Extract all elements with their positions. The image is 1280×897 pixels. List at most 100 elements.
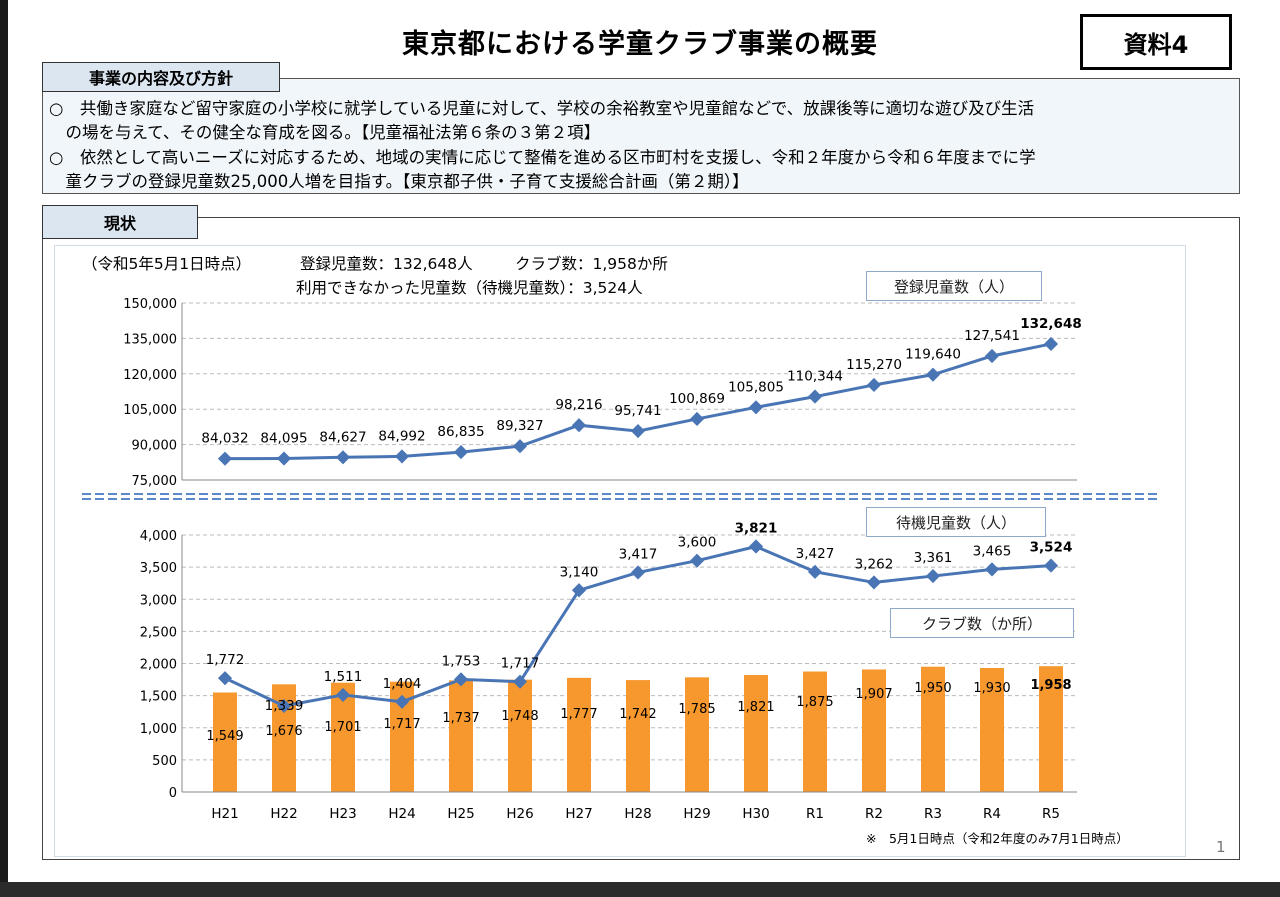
registered-data-label: 89,327 (496, 418, 543, 434)
club-data-label: 1,676 (265, 724, 302, 739)
registered-data-label: 119,640 (905, 347, 961, 363)
club-data-label: 1,717 (383, 717, 420, 732)
registered-data-label: 115,270 (846, 357, 902, 373)
waitlist-data-label: 3,361 (914, 550, 953, 566)
club-data-label: 1,930 (973, 681, 1010, 696)
waitlist-point (866, 575, 882, 590)
club-data-label: 1,777 (560, 707, 597, 722)
policy-bullet-1-line-2: の場を与えて、その健全な育成を図る。【児童福祉法第６条の３第２項】 (49, 123, 601, 142)
club-data-label: 1,742 (619, 707, 656, 722)
policy-box: ○ 共働き家庭など留守家庭の小学校に就学している児童に対して、学校の余裕教室や児… (42, 78, 1240, 194)
x-category-label: H28 (624, 806, 651, 822)
x-category-label: H23 (329, 806, 356, 822)
waitlist-point (1043, 558, 1059, 573)
x-category-label: H30 (742, 806, 769, 822)
waitlist-data-label: 3,427 (796, 546, 835, 562)
club-data-label: 1,549 (206, 729, 243, 744)
waitlist-point (984, 562, 1000, 577)
x-category-label: H25 (447, 806, 474, 822)
bottom-y-tick-label: 3,000 (140, 593, 177, 608)
legend-waitlist: 待機児童数（人） (866, 507, 1046, 537)
registered-point (925, 367, 941, 382)
club-bar (803, 671, 827, 792)
registered-data-label: 84,627 (319, 429, 366, 445)
club-bar (626, 680, 650, 792)
registered-point (571, 418, 587, 433)
page-number: 1 (1216, 838, 1226, 856)
top-y-tick-label: 75,000 (132, 474, 178, 489)
waitlist-point (276, 698, 292, 714)
club-bar (744, 675, 768, 792)
x-category-label: R3 (924, 806, 942, 822)
waitlist-point (394, 694, 410, 709)
left-edge-bar (0, 0, 8, 897)
bottom-y-tick-label: 4,000 (140, 529, 177, 544)
bottom-y-tick-label: 0 (169, 786, 177, 801)
top-y-tick-label: 150,000 (123, 297, 177, 312)
club-bar (921, 666, 945, 792)
x-category-label: H26 (506, 806, 533, 822)
bottom-y-tick-label: 3,500 (140, 561, 177, 576)
registered-point (276, 451, 292, 466)
waitlist-data-label: 3,821 (735, 521, 778, 537)
registered-data-label: 86,835 (437, 424, 484, 440)
bottom-y-tick-label: 2,500 (140, 625, 177, 640)
bottom-y-tick-label: 1,500 (140, 690, 177, 705)
registered-data-label: 132,648 (1020, 316, 1082, 332)
registered-point (748, 400, 764, 415)
waitlist-point (571, 583, 587, 598)
waitlist-point (925, 568, 941, 584)
registered-data-label: 100,869 (669, 391, 725, 407)
bottom-y-tick-label: 2,000 (140, 658, 177, 673)
waitlist-data-label: 3,465 (973, 543, 1012, 559)
registered-data-label: 98,216 (555, 397, 602, 413)
waitlist-point (689, 553, 705, 568)
registered-point (453, 444, 469, 460)
x-category-label: H22 (270, 806, 297, 822)
registered-point (807, 389, 823, 404)
waitlist-point (453, 672, 469, 687)
waitlist-point (630, 565, 646, 580)
registered-data-label: 84,992 (378, 428, 425, 444)
policy-heading: 事業の内容及び方針 (42, 62, 280, 92)
registered-point (984, 348, 1000, 364)
x-category-label: H24 (388, 806, 415, 822)
waitlist-data-label: 1,753 (442, 653, 481, 669)
registered-point (394, 449, 410, 464)
registered-point (335, 450, 351, 465)
page-title: 東京都における学童クラブ事業の概要 (402, 29, 878, 60)
x-category-label: R4 (983, 806, 1001, 822)
top-y-tick-label: 105,000 (123, 403, 177, 418)
x-category-label: H27 (565, 806, 592, 822)
club-bar (213, 692, 237, 792)
bottom-y-tick-label: 500 (152, 754, 177, 769)
registered-point (1043, 336, 1059, 352)
waitlist-point (217, 671, 233, 686)
waitlist-data-label: 3,262 (855, 556, 894, 572)
waitlist-data-label: 3,417 (619, 546, 658, 562)
club-bar (449, 680, 473, 792)
club-data-label: 1,748 (501, 709, 538, 724)
status-as-of: （令和5年5月1日時点） (82, 255, 252, 273)
waitlist-data-label: 1,339 (265, 698, 304, 714)
club-data-label: 1,785 (678, 702, 715, 717)
x-category-label: H21 (211, 806, 238, 822)
registered-data-label: 110,344 (787, 369, 843, 385)
waitlist-point (335, 687, 351, 702)
policy-bullet-1-line-1: ○ 共働き家庭など留守家庭の小学校に就学している児童に対して、学校の余裕教室や児… (49, 99, 1035, 118)
club-data-label: 1,737 (442, 711, 479, 726)
club-bar (862, 669, 886, 792)
waitlist-data-label: 3,140 (560, 564, 599, 580)
policy-bullet-2-line-2: 童クラブの登録児童数25,000人増を目指す。【東京都子供・子育て支援総合計画（… (49, 172, 749, 191)
chart-footnote: ※ 5月1日時点（令和2年度のみ7月1日時点） (866, 831, 1129, 846)
status-waitlist: 利用できなかった児童数（待機児童数）：3,524人 (296, 279, 643, 297)
club-data-label: 1,875 (796, 695, 833, 710)
x-category-label: R5 (1042, 806, 1060, 822)
waitlist-point (807, 564, 823, 579)
bottom-y-tick-label: 1,000 (140, 722, 177, 737)
club-bar (1039, 666, 1063, 792)
registered-data-label: 105,805 (728, 379, 784, 395)
registered-data-label: 84,095 (260, 431, 307, 447)
registered-data-label: 95,741 (614, 403, 661, 419)
